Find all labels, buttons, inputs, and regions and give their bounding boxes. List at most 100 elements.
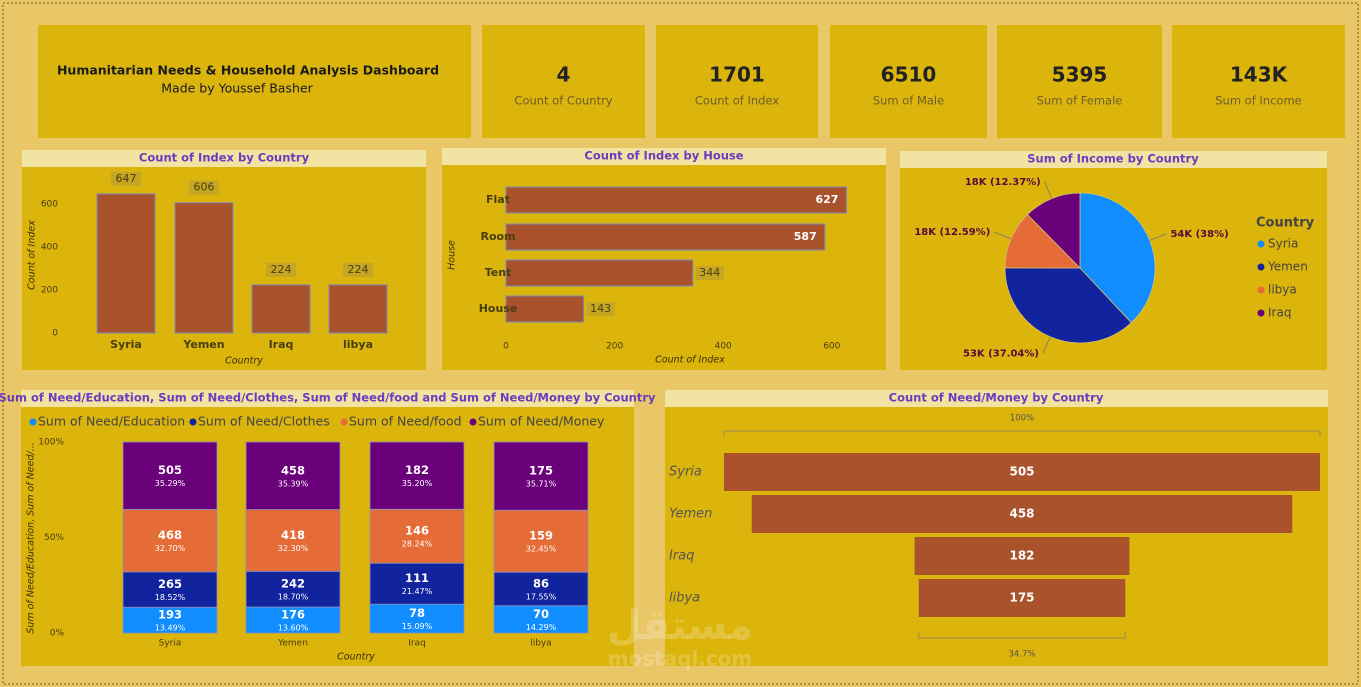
value-label: 175 <box>529 464 553 478</box>
value-label: 143 <box>590 302 611 315</box>
share-label: 35.29% <box>155 479 186 488</box>
x-axis-label: Country <box>337 652 375 663</box>
x-axis-label: Country <box>225 356 263 367</box>
value-label: 587 <box>794 230 817 243</box>
value-label: 647 <box>116 172 137 185</box>
share-label: 17.55% <box>526 592 557 601</box>
pie-slice <box>1026 192 1081 269</box>
share-label: 35.71% <box>526 480 557 489</box>
legend-label: Sum of Need/Money <box>478 414 605 429</box>
value-label: 458 <box>281 463 305 477</box>
share-label: 35.39% <box>278 479 309 488</box>
share-label: 28.24% <box>402 540 433 549</box>
kpi-label: Sum of Income <box>1215 94 1302 108</box>
category-label: Yemen <box>669 507 712 522</box>
header-card <box>38 25 471 138</box>
value-label-box <box>695 266 724 280</box>
bar-segment <box>369 562 465 605</box>
bracket <box>723 430 1321 437</box>
kpi-card <box>656 25 818 138</box>
bracket <box>918 632 1126 639</box>
y-axis-label: Sum of Need/Education, Sum of Need/... <box>26 442 37 633</box>
legend-marker <box>189 418 197 426</box>
bar <box>505 223 826 251</box>
chart-title: Sum of Need/Education, Sum of Need/Cloth… <box>0 391 656 405</box>
legend-marker <box>1257 240 1265 248</box>
kpi-value: 143K <box>1230 63 1289 87</box>
value-label: 86 <box>533 576 549 590</box>
x-tick-label: 600 <box>823 342 840 352</box>
y-tick-label: 0 <box>52 329 58 339</box>
bar <box>251 284 311 334</box>
funnel-bar <box>751 495 1293 533</box>
bar-segment <box>245 509 341 572</box>
watermark: مستقل <box>607 603 753 649</box>
kpi-value: 4 <box>557 63 571 87</box>
y-axis-label: House <box>447 240 458 270</box>
y-tick-label: 100% <box>38 438 64 448</box>
value-label: 18K (12.37%) <box>965 177 1041 188</box>
kpi-label: Count of Country <box>514 94 612 108</box>
top-label: 100% <box>1010 414 1034 424</box>
value-label: 18K (12.59%) <box>914 227 990 238</box>
value-label: 458 <box>1009 507 1034 521</box>
bar-segment <box>122 441 218 510</box>
share-label: 18.70% <box>278 593 309 602</box>
chart-title: Count of Index by House <box>584 149 743 163</box>
legend-marker <box>469 418 477 426</box>
value-label: 468 <box>158 528 182 542</box>
value-label: 418 <box>281 528 305 542</box>
bar-segment <box>245 606 341 634</box>
chart-title: Count of Index by Country <box>139 151 310 165</box>
y-tick-label: 200 <box>41 286 58 296</box>
kpi-value: 5395 <box>1052 63 1108 87</box>
y-tick-label: 400 <box>41 243 58 253</box>
legend-label: Iraq <box>1268 306 1291 320</box>
bar-segment <box>369 603 465 634</box>
kpi-card <box>482 25 645 138</box>
share-label: 32.45% <box>526 545 557 554</box>
leader-line <box>1149 233 1167 241</box>
legend-marker <box>340 418 348 426</box>
bar-segment <box>122 571 218 608</box>
value-label: 175 <box>1009 591 1034 605</box>
y-axis-label: Count of Index <box>27 220 38 290</box>
x-tick-label: Yemen <box>277 639 308 649</box>
leader-line <box>1042 336 1051 354</box>
legend-label: libya <box>1268 283 1297 297</box>
value-label-box <box>586 302 615 316</box>
x-tick-label: 200 <box>606 342 623 352</box>
bar-segment <box>122 606 218 634</box>
value-label: 146 <box>405 524 429 538</box>
value-label-box <box>343 262 373 277</box>
title-strip <box>900 151 1327 168</box>
bar-segment <box>493 571 589 607</box>
title-strip <box>21 390 634 407</box>
share-label: 13.49% <box>155 624 186 633</box>
x-tick-label: Yemen <box>182 338 224 351</box>
bar-segment <box>369 508 465 564</box>
funnel-bar <box>724 453 1320 491</box>
chart-title: Sum of Income by Country <box>1027 152 1199 166</box>
bar-segment <box>245 441 341 511</box>
share-label: 32.30% <box>278 544 309 553</box>
legend-label: Sum of Need/food <box>349 414 462 429</box>
share-label: 15.09% <box>402 622 433 631</box>
value-label-box <box>111 171 141 186</box>
bar <box>505 295 585 323</box>
bar-segment <box>245 570 341 608</box>
value-label: 111 <box>405 571 429 585</box>
value-label: 224 <box>348 263 369 276</box>
category-label: Syria <box>669 465 702 480</box>
x-tick-label: libya <box>343 338 373 351</box>
bar <box>505 259 694 287</box>
legend-marker <box>1257 263 1265 271</box>
x-tick-label: 0 <box>503 342 509 352</box>
bar <box>96 193 156 334</box>
bar-segment <box>122 509 218 573</box>
x-tick-label: Syria <box>159 639 182 649</box>
kpi-value: 6510 <box>881 63 937 87</box>
y-tick-label: Tent <box>485 266 512 279</box>
x-tick-label: Iraq <box>269 338 294 351</box>
